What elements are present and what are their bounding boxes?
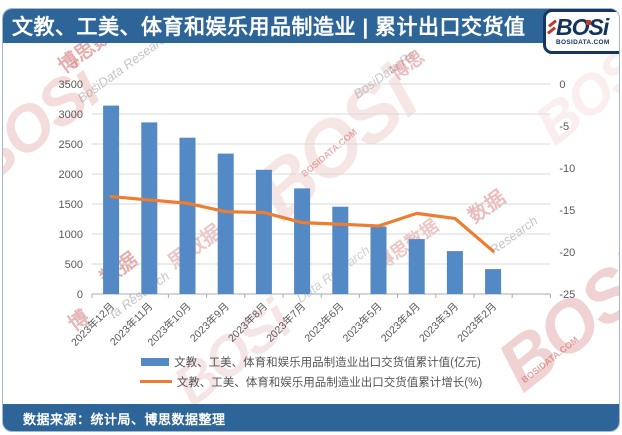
- logo-site-text: BOSIDATA.COM: [556, 38, 610, 46]
- svg-text:2500: 2500: [59, 139, 83, 151]
- data-source-text: 数据来源：统计局、博思数据整理: [23, 412, 226, 427]
- legend-item-bar-series: 文教、工美、体育和娱乐用品制造业出口交货值累计值(亿元): [141, 354, 481, 369]
- page-title: 文教、工美、体育和娱乐用品制造业 | 累计出口交货值: [12, 16, 526, 39]
- chart-card: BOSi 博思数据 BosiData Research BOSi BOSIDATA.CO…: [2, 8, 620, 432]
- svg-text:3500: 3500: [59, 79, 83, 91]
- footer-bar: 数据来源：统计局、博思数据整理: [3, 404, 619, 431]
- svg-text:2000: 2000: [59, 169, 83, 181]
- svg-text:-20: -20: [559, 247, 575, 259]
- bar-series-label: 文教、工美、体育和娱乐用品制造业出口交货值累计值(亿元): [174, 356, 481, 369]
- svg-text:1500: 1500: [59, 199, 83, 211]
- svg-text:-15: -15: [559, 205, 575, 217]
- svg-text:3000: 3000: [59, 109, 83, 121]
- bar-series-swatch-icon: [141, 357, 170, 366]
- chart-svg: 0 500 1000 1500 2000 2500 3000 3500 0 -5 -10 -15 -20…: [59, 79, 576, 349]
- line-series-label: 文教、工美、体育和娱乐用品制造业出口交货值累计增长(%): [176, 376, 483, 389]
- legend-item-line-series: 文教、工美、体育和娱乐用品制造业出口交货值累计增长(%): [139, 374, 483, 389]
- logo-brand-letters: BOSi: [556, 14, 609, 41]
- bosi-logo: BOSi BOSIDATA.COM: [543, 9, 619, 54]
- svg-text:0: 0: [77, 289, 83, 301]
- svg-text:-10: -10: [559, 163, 575, 175]
- svg-text:-5: -5: [559, 121, 569, 133]
- logo-stripe-icon: [547, 26, 556, 35]
- chart-area: 0 500 1000 1500 2000 2500 3000 3500 0 -5 -10 -15 -20…: [3, 51, 619, 353]
- svg-text:2023年2月: 2023年2月: [455, 300, 500, 345]
- logo-i-dot-icon: [586, 20, 592, 26]
- svg-text:2023年4月: 2023年4月: [378, 300, 423, 345]
- title-bar: 文教、工美、体育和娱乐用品制造业 | 累计出口交货值: [3, 9, 619, 43]
- svg-text:2023年6月: 2023年6月: [302, 300, 347, 345]
- svg-text:1000: 1000: [59, 229, 83, 241]
- svg-text:-25: -25: [559, 289, 575, 301]
- svg-text:2023年9月: 2023年9月: [187, 300, 232, 345]
- svg-text:2023年7月: 2023年7月: [264, 300, 309, 345]
- svg-text:2023年8月: 2023年8月: [225, 300, 270, 345]
- svg-text:0: 0: [559, 79, 565, 91]
- chart-legend: 文教、工美、体育和娱乐用品制造业出口交货值累计值(亿元) 文教、工美、体育和娱乐…: [3, 354, 619, 389]
- logo-brand-text: BOSi: [556, 14, 609, 41]
- svg-text:500: 500: [65, 259, 83, 271]
- line-series-swatch-icon: [139, 380, 172, 383]
- svg-text:2023年5月: 2023年5月: [340, 300, 385, 345]
- svg-text:2023年3月: 2023年3月: [416, 300, 461, 345]
